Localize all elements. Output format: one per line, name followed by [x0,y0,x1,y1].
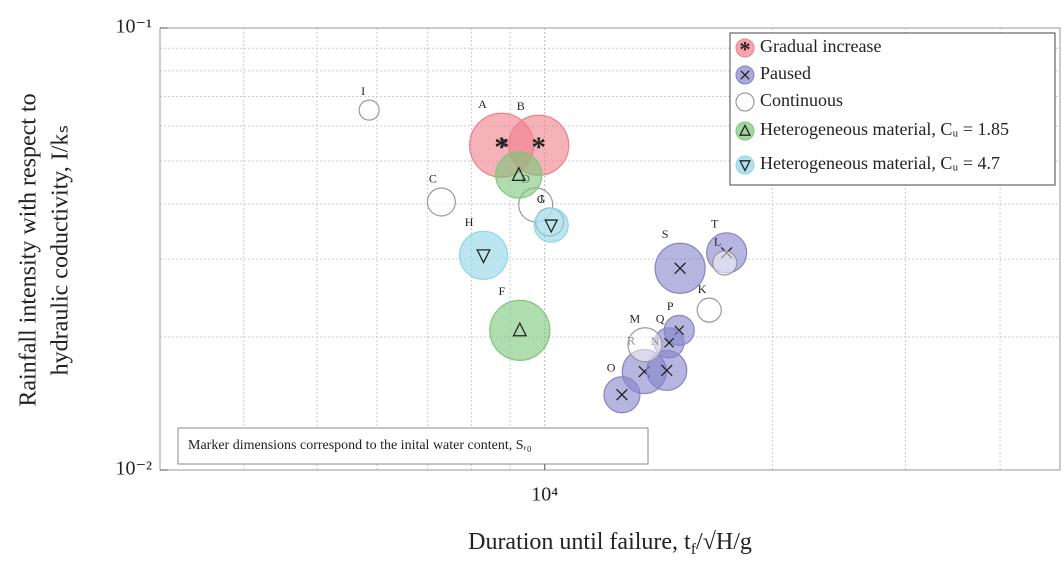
point-label: C [429,172,437,186]
legend-marker [735,92,755,112]
point-label: T [711,217,719,231]
bubble [533,207,569,243]
point-label: G [537,192,546,206]
marker-symbol [511,166,527,182]
legend-label: Heterogeneous material, Cᵤ = 1.85 [760,119,1009,139]
point-label: H [465,215,474,229]
point-label: A [478,97,487,111]
y-tick-label: 10⁻² [115,458,152,480]
data-point: M [627,312,663,363]
legend: * Gradual increase Paused Continuous Heterog… [729,32,1056,186]
marker-symbol [616,388,628,401]
legend-label: Paused [760,63,811,83]
data-point: F [489,284,551,361]
x-label-sub: f [691,541,697,558]
data-point: O [603,360,641,414]
bubble [627,327,663,363]
data-layer: *A*BSTPQRNOICDJLKMEFGH [358,84,748,414]
point-label: J [539,192,544,206]
x-label-part: /√H/g [696,529,752,555]
data-point: H [458,215,509,280]
marker-symbol: * [739,37,750,62]
data-point: L [712,235,738,276]
marker-symbol [674,262,686,275]
bubble [426,187,456,217]
data-point: S [654,227,706,294]
marker-symbol [660,364,673,377]
plot-frame [159,27,1061,471]
point-label: M [629,312,640,326]
point-label: B [517,99,525,113]
legend-label: Gradual increase [760,36,881,56]
point-label: O [607,360,616,374]
y-axis-label: Rainfall intensity with respect to [16,93,42,406]
legend-label: Heterogeneous material, Cᵤ = 4.7 [760,153,1000,173]
legend-marker [735,38,755,58]
bubble [495,151,543,199]
point-label: P [667,299,674,313]
point-label: F [498,284,505,298]
bubble [712,250,738,276]
bubble [358,99,380,121]
marker-symbol [664,337,674,348]
point-label: K [698,282,707,296]
marker-symbol [739,160,751,173]
x-label-part: Duration until failure, t [468,529,691,555]
marker-symbol [739,123,751,136]
note: Marker dimensions correspond to the init… [188,438,532,453]
marker-symbol: * [494,131,508,163]
note-box [177,427,649,465]
marker-symbol [512,321,528,337]
marker-symbol [544,219,559,234]
bubble [696,297,722,323]
bubble [489,299,551,361]
data-point: K [696,282,722,323]
x-axis-label: Duration until failure, tf/√H/g [468,529,752,558]
point-label: S [662,227,669,241]
x-tick-label: 10⁴ [531,484,558,506]
y-tick-label: 10⁻¹ [115,16,152,38]
y-axis-label: hydraulic coductivity, I/kₛ [48,125,74,376]
marker-symbol [476,249,491,264]
point-label: L [714,235,721,249]
legend-box [729,32,1056,186]
point-label: I [361,84,365,98]
marker-symbol: * [532,131,546,163]
marker-symbol [740,70,750,80]
data-point: E [495,136,543,199]
bubble [458,230,509,280]
point-label: Q [656,312,665,326]
data-point: G [533,192,569,243]
point-label: E [501,136,508,150]
legend-label: Continuous [760,90,843,110]
data-point: I [358,84,380,121]
data-point: C [426,172,456,217]
